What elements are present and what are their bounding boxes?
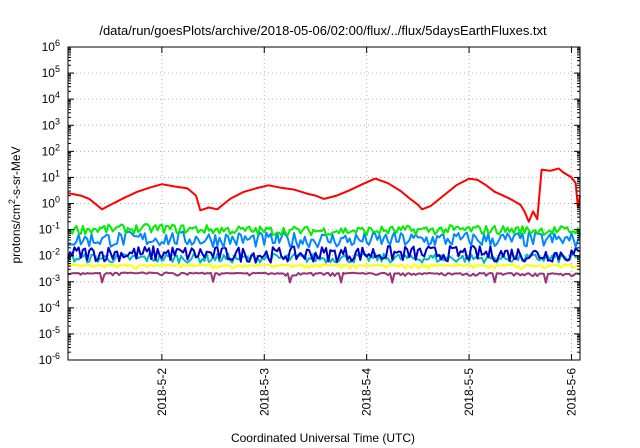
grid <box>68 47 580 360</box>
y-axis-label: protons/cm2-s-sr-MeV <box>7 146 23 263</box>
series-line <box>67 252 581 264</box>
x-axis-label: Coordinated Universal Time (UTC) <box>231 431 415 445</box>
series-line <box>67 223 581 237</box>
x-tick-label: 2018-5-2 <box>155 368 169 416</box>
y-tick-labels: 10-6 10-5 10-4 10-3 10-2 10-1 100 101 102 103 104 1… <box>39 38 60 367</box>
y-tick-label: 102 <box>42 142 60 158</box>
y-tick-label: 104 <box>42 90 60 106</box>
series-line <box>67 245 581 264</box>
x-tick-labels: 2018-5-2 2018-5-3 2018-5-4 2018-5-5 2018-5-6 <box>155 368 579 416</box>
series-line <box>67 271 581 284</box>
y-tick-label: 103 <box>42 116 60 132</box>
y-tick-label: 100 <box>42 195 60 211</box>
series-line <box>67 167 581 223</box>
y-tick-label: 101 <box>42 168 60 184</box>
y-tick-label: 10-2 <box>39 247 60 263</box>
chart-title: /data/run/goesPlots/archive/2018-05-06/0… <box>99 23 547 38</box>
y-tick-label: 10-6 <box>39 351 60 367</box>
ticks <box>68 46 580 361</box>
y-tick-label: 10-1 <box>39 221 60 237</box>
series-line <box>67 230 581 249</box>
x-tick-label: 2018-5-3 <box>257 368 271 416</box>
y-tick-label: 106 <box>42 38 60 54</box>
y-tick-label: 10-4 <box>39 299 60 315</box>
y-tick-label: 10-3 <box>39 273 60 289</box>
x-tick-label: 2018-5-6 <box>564 368 578 416</box>
series-group <box>67 167 581 284</box>
y-tick-label: 105 <box>42 64 60 80</box>
x-tick-label: 2018-5-4 <box>360 368 374 416</box>
x-tick-label: 2018-5-5 <box>462 368 476 416</box>
y-tick-label: 10-5 <box>39 325 60 341</box>
series-line <box>67 263 581 270</box>
